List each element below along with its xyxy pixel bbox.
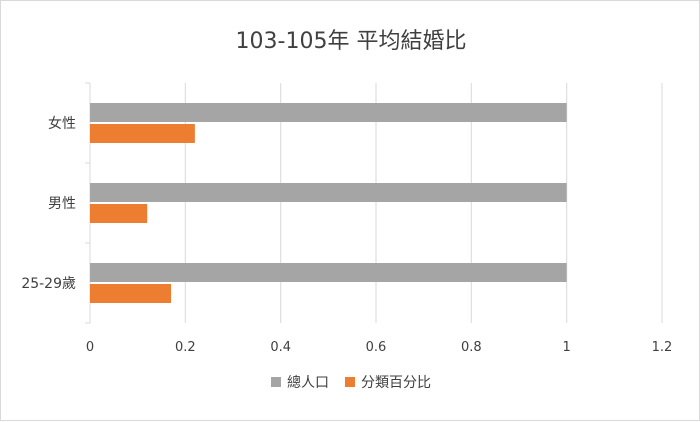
category-label: 男性: [48, 196, 76, 212]
bar-category-percent: [90, 284, 172, 303]
bar-category-percent: [90, 124, 195, 143]
x-tick-label: 1: [563, 340, 571, 355]
value-axis-ticks: 0 0.2 0.4 0.6 0.8 1 1.2: [86, 340, 672, 355]
x-tick-label: 0.8: [461, 340, 482, 355]
category-axis: [85, 82, 91, 324]
bar-total: [90, 263, 567, 282]
x-tick-label: 0.2: [175, 340, 196, 355]
bar-total: [90, 103, 567, 122]
category-label: 25-29歲: [21, 276, 76, 292]
legend: 總人口 分類百分比: [271, 374, 431, 391]
bar-total: [90, 183, 567, 202]
legend-swatch: [271, 377, 281, 387]
legend-swatch: [345, 377, 355, 387]
x-tick-label: 1.2: [652, 340, 673, 355]
x-tick-label: 0: [86, 340, 94, 355]
bar-category-percent: [90, 204, 148, 223]
chart-title: 103-105年 平均結婚比: [236, 29, 467, 54]
x-tick-label: 0.4: [270, 340, 291, 355]
legend-label: 總人口: [287, 374, 329, 391]
x-tick-label: 0.6: [366, 340, 387, 355]
legend-label: 分類百分比: [361, 375, 431, 391]
category-label: 女性: [48, 115, 76, 132]
bars: [90, 103, 567, 303]
gridlines: [184, 83, 663, 323]
